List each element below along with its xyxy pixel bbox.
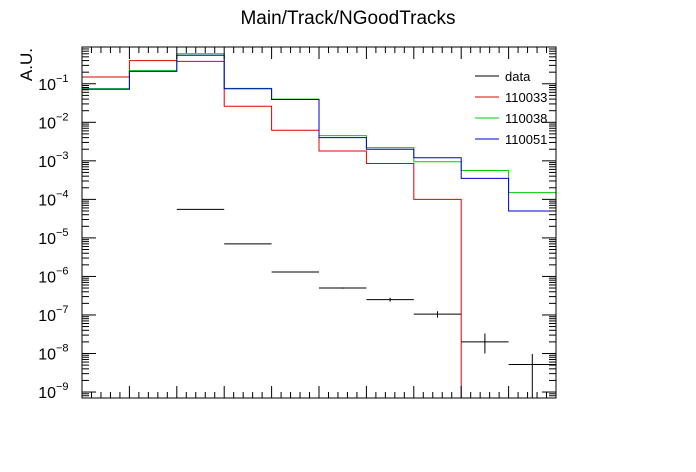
y-tick-exponent: −7 [56,304,69,316]
legend-label: data [505,69,531,84]
chart-title: Main/Track/NGoodTracks [240,8,455,29]
y-tick-exponent: −3 [56,150,69,162]
y-tick-exponent: −6 [56,265,69,277]
data-point [319,287,367,289]
data-point [366,297,414,302]
axes: 10−910−810−710−610−510−410−310−210−1 [38,46,557,402]
series-110033 [82,60,509,399]
legend-label: 110033 [505,90,547,105]
data-point [413,311,462,318]
y-tick-exponent: −9 [56,381,69,393]
series-layer [82,46,556,399]
y-tick-exponent: −4 [56,188,69,200]
y-tick-exponent: −2 [56,111,69,123]
legend-label: 110038 [505,111,547,126]
y-tick-label: 10 [38,231,56,248]
plot-frame [81,46,557,399]
data-point [508,354,556,398]
y-tick-exponent: −8 [56,342,69,354]
y-tick-label: 10 [38,115,56,132]
data-point [461,333,509,354]
y-tick-exponent: −1 [56,73,69,85]
y-tick-exponent: −5 [56,227,69,239]
y-tick-label: 10 [38,192,56,209]
legend-label: 110051 [505,132,547,147]
y-tick-label: 10 [38,346,56,363]
y-tick-label: 10 [38,77,56,94]
legend: data 110033 110038 110051 [475,69,547,147]
y-tick-label: 10 [38,269,56,286]
series-110051 [82,54,556,212]
y-tick-label: 10 [38,308,56,325]
y-axis-label: A.U. [17,48,36,81]
y-tick-label: 10 [38,154,56,171]
y-tick-label: 10 [38,385,56,402]
